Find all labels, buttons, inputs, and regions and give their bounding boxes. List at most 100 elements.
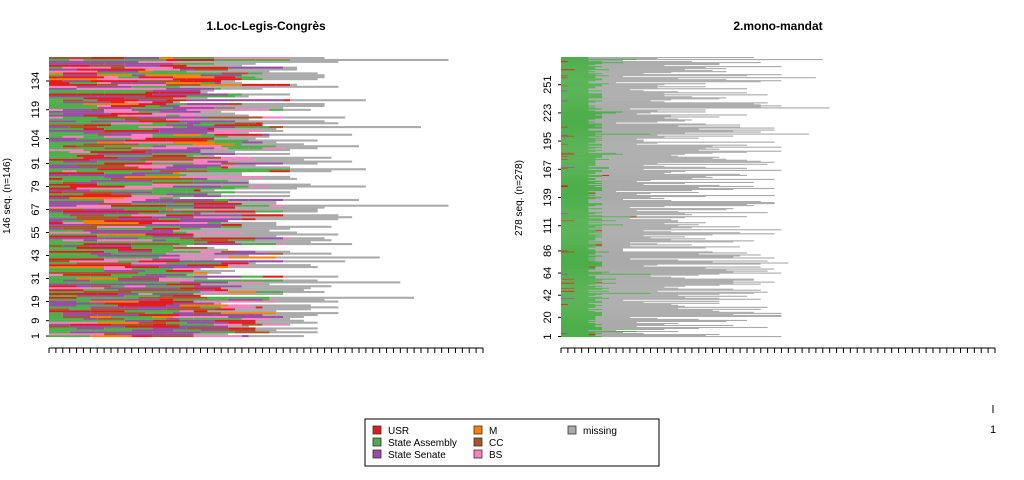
- p1-seq-104-seg-1: [49, 137, 77, 140]
- p1-seq-146-seg-4: [145, 57, 160, 60]
- p2-seq-35-seg-1: [561, 301, 603, 303]
- p2-seq-40-seg-1: [561, 296, 603, 298]
- p1-seq-131-seg-2: [76, 85, 132, 88]
- p2-seq-183-seg-1: [561, 152, 575, 154]
- p1-seq-62-seg-3: [117, 218, 160, 221]
- p1-seq-103-seg-7: [248, 139, 318, 142]
- p1-seq-99-seg-6: [214, 147, 229, 150]
- p2-seq-197-seg-2: [595, 138, 637, 140]
- p2-seq-173-seg-1: [561, 162, 596, 164]
- p2-seq-87-seg-1: [561, 249, 596, 251]
- p1-seq-94-seg-7: [248, 156, 332, 159]
- p2-seq-89-seg-2: [588, 247, 706, 249]
- p1-seq-102-seg-1: [49, 141, 98, 144]
- p2-seq-125-seg-2: [588, 211, 679, 213]
- p2-seq-268-seg-2: [595, 67, 706, 69]
- p2-seq-143-seg-3: [595, 192, 651, 195]
- p1-seq-30-seg-1: [49, 279, 63, 282]
- p1-seq-67-seg-1: [49, 208, 84, 211]
- p1-seq-86-seg-4: [131, 172, 173, 175]
- p1-seq-1-seg-1: [49, 335, 91, 338]
- p1-seq-36-seg-3: [131, 267, 173, 271]
- p2-seq-41-seg-1: [561, 295, 589, 297]
- p1-seq-49-seg-9: [283, 243, 353, 246]
- p1-seq-3-seg-5: [200, 331, 235, 334]
- p2-seq-49-seg-1: [561, 287, 575, 289]
- p2-seq-256-seg-1: [561, 79, 603, 81]
- p1-seq-72-seg-5: [214, 198, 229, 201]
- p1-seq-37-seg-1: [49, 266, 105, 269]
- p1-seq-106-seg-9: [269, 133, 353, 136]
- p1-seq-49-seg-8: [276, 243, 284, 246]
- p1-seq-79-seg-5: [221, 185, 235, 188]
- p1-seq-43-seg-1: [49, 254, 98, 257]
- p2-seq-100-seg-2: [602, 236, 685, 238]
- p1-seq-49-seg-2: [83, 243, 98, 246]
- p1-seq-87-seg-9: [290, 170, 332, 173]
- p1-seq-40-seg-8: [248, 260, 284, 263]
- p2-seq-8-seg-2: [602, 328, 665, 331]
- p1-seq-111-seg-2: [83, 124, 111, 127]
- p2-seq-101-seg-2: [595, 235, 644, 237]
- p1-seq-76-seg-4: [152, 191, 187, 194]
- p1-seq-130-seg-2: [76, 87, 132, 90]
- p1-seq-102-seg-2: [97, 141, 125, 144]
- p1-seq-71-seg-5: [173, 200, 229, 203]
- p2-seq-136-seg-1: [561, 200, 589, 202]
- p1-seq-100-seg-4: [104, 145, 153, 148]
- p1-seq-70-seg-6: [241, 202, 277, 205]
- p2-seq-13-seg-1: [561, 323, 603, 326]
- p1-seq-89-seg-6: [221, 166, 229, 169]
- p1-seq-145-seg-9: [290, 58, 449, 61]
- p1-seq-135-seg-7: [262, 78, 318, 81]
- p2-seq-133-seg-1: [561, 203, 603, 205]
- p1-seq-36-seg-2: [104, 267, 132, 271]
- p2-seq-125-seg-1: [561, 211, 589, 213]
- p2-seq-167-seg-1: [561, 168, 589, 170]
- p2-seq-84-seg-1: [561, 252, 596, 254]
- p1-seq-95-seg-1: [49, 154, 77, 157]
- p1-seq-139-seg-3: [138, 70, 153, 73]
- p1-seq-7-seg-7: [214, 323, 242, 326]
- p1-seq-41-seg-4: [179, 258, 215, 261]
- p1-seq-10-seg-6: [179, 317, 194, 320]
- p1-seq-99-seg-3: [131, 147, 153, 150]
- p1-seq-141-seg-4: [124, 66, 173, 69]
- p1-seq-45-seg-1: [49, 250, 105, 253]
- p2-seq-61-seg-2: [595, 275, 651, 277]
- p2-seq-48-seg-1: [561, 288, 603, 290]
- p1-seq-60-seg-5: [152, 221, 208, 224]
- p1-seq-15-seg-1: [49, 308, 70, 311]
- p1-seq-20-seg-7: [262, 298, 270, 301]
- p1-seq-92-seg-3: [76, 160, 98, 163]
- p2-seq-97-seg-2: [595, 239, 672, 241]
- p1-seq-8-seg-3: [138, 321, 167, 324]
- p2-seq-65-seg-1: [561, 271, 610, 273]
- p1-seq-91-seg-6: [235, 162, 284, 165]
- p1-seq-105-seg-4: [104, 135, 153, 138]
- p1-seq-107-seg-5: [138, 131, 160, 134]
- p1-seq-35-seg-1: [49, 269, 105, 272]
- p1-seq-119-seg-6: [186, 108, 235, 111]
- p1-seq-64-seg-5: [166, 214, 194, 217]
- p1-seq-139-seg-2: [97, 70, 139, 73]
- p1-seq-12-seg-2: [62, 313, 98, 317]
- p1-seq-11-seg-3: [90, 315, 111, 318]
- p1-seq-40-seg-3: [117, 260, 139, 263]
- p2-seq-73-seg-2: [602, 263, 761, 265]
- p2-seq-39-seg-2: [574, 297, 610, 299]
- p2-seq-29-seg-1: [561, 307, 589, 309]
- p2-seq-247-seg-1: [561, 88, 589, 90]
- p2-seq-202-seg-2: [650, 133, 809, 135]
- p1-seq-112-seg-5: [186, 122, 201, 125]
- p1-seq-85-seg-5: [186, 173, 242, 177]
- p1-seq-115-seg-5: [173, 116, 208, 119]
- p2-seq-272-seg-1: [561, 63, 603, 65]
- p1-seq-64-seg-1: [49, 214, 70, 217]
- p2-seq-51-seg-2: [602, 285, 685, 287]
- p1-seq-102-seg-4: [173, 141, 215, 144]
- p1-seq-29-seg-4: [179, 281, 229, 284]
- p1-seq-116-seg-5: [179, 114, 201, 117]
